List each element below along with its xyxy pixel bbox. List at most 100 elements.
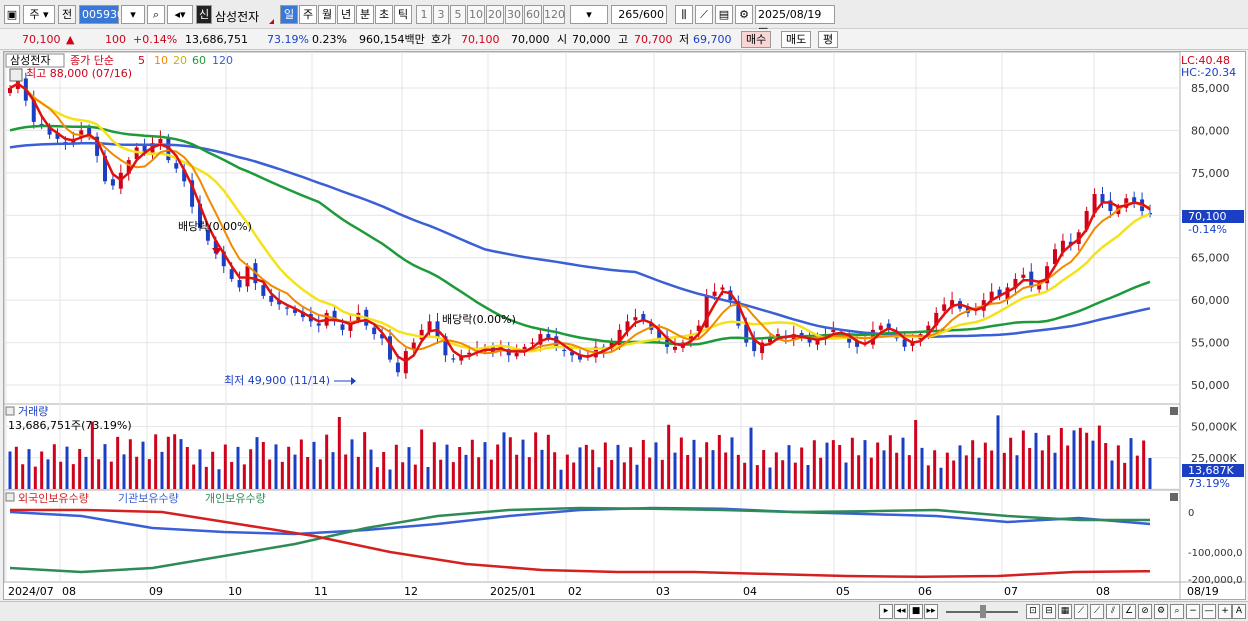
forward-icon[interactable]: ▸▸ [924,604,938,619]
volume-bar [255,437,259,489]
stock-code-input[interactable]: 005930 [79,5,124,24]
turnover-ratio: 0.23% [312,33,347,46]
fib-icon[interactable]: ⫽ [1106,604,1120,619]
period-tab-3[interactable]: 년 [337,5,355,24]
candle-body [221,251,226,267]
candle-body [1132,197,1137,203]
volume-bar [198,449,202,489]
minute-tab-2[interactable]: 5 [450,5,466,24]
holding-panel-icon[interactable] [5,492,15,502]
price-change-pct: +0.14% [133,33,178,46]
code-dropdown-icon[interactable]: ▾ [121,5,145,24]
sell-button[interactable]: 매도 [781,31,812,48]
candle-body [110,179,115,186]
date-input[interactable]: 2025/08/19 ▦ [755,5,835,38]
period-tab-6[interactable]: 틱 [394,5,412,24]
volume-bar [249,449,253,489]
volume-tag2: 73.19% [1188,477,1230,490]
settings-icon[interactable]: ⚙ [1154,604,1168,619]
save-icon[interactable]: ▤ [715,5,733,24]
cycle-icon[interactable]: ⊘ [1138,604,1152,619]
minute-tab-6[interactable]: 60 [524,5,542,24]
volume-bar [331,452,335,489]
volume-bar [534,432,538,489]
x-tick-label: 08 [1096,585,1110,598]
bottom-bar: ▸ ◂◂ ■ ▸▸ ⊡ ⊟ ▦ ⟋ ⟋ ⫽ ∠ ⊘ ⚙ ⌕ − — + A [0,601,1248,621]
font-size-icon[interactable]: A [1232,604,1246,619]
candle-body [95,136,100,156]
minute-tab-0[interactable]: 1 [416,5,432,24]
window-icon[interactable]: ▣ [4,5,20,24]
eval-button[interactable]: 평 [818,31,839,48]
candle-body [1045,266,1050,284]
period-tab-0[interactable]: 일 [280,5,298,24]
volume-bar [116,436,120,489]
volume-bar [857,455,861,489]
gear-icon[interactable]: ⚙ [735,5,753,24]
zoom-in-icon[interactable]: ⌕ [1170,604,1184,619]
legend: 삼성전자 종가 단순 5 10 20 60 120 최고 88,000 (07/… [5,53,1244,387]
price-tick-label: 65,000 [1191,252,1230,265]
candle-body [205,230,210,241]
minute-tab-5[interactable]: 30 [505,5,523,24]
volume-bar [698,457,702,489]
angle-icon[interactable]: ∠ [1122,604,1136,619]
plus-icon[interactable]: + [1218,604,1232,619]
line-tool-icon[interactable]: ⟋ [695,5,713,24]
scroll-right-icon[interactable]: ▸ [879,604,893,619]
minus-icon[interactable]: − [1186,604,1200,619]
candle-type-icon[interactable]: ⫼ [675,5,693,24]
period-unit-select[interactable]: 주 ▾ [23,5,55,24]
zoom-slider-handle[interactable] [980,605,986,618]
table-icon[interactable]: ▦ [1058,604,1072,619]
candle-body [158,138,163,144]
trade-amount: 960,154백만 [359,33,425,46]
volume-bar [1104,443,1108,489]
x-tick-label: 02 [568,585,582,598]
search-icon[interactable]: ⌕ [147,5,165,24]
x-tick-label: 04 [743,585,757,598]
buy-button[interactable]: 매수 [741,31,772,48]
minute-tab-7[interactable]: 120 [543,5,565,24]
minute-tab-3[interactable]: 10 [467,5,485,24]
candle-body [847,335,852,343]
line-icon[interactable]: — [1202,604,1216,619]
grid-toggle-icon[interactable] [9,68,23,82]
volume-bar [21,464,25,489]
candle-body [213,240,218,254]
candle-body [47,126,52,135]
sound-icon[interactable]: ◂▾ [167,5,193,24]
minute-custom-select[interactable]: ▾ [570,5,608,24]
volume-bar [616,444,620,489]
candle-body [103,155,107,182]
rewind-icon[interactable]: ◂◂ [894,604,908,619]
price-tick-label: 55,000 [1191,337,1230,350]
volume-bar [527,457,531,489]
layout-icon[interactable]: ⊡ [1026,604,1040,619]
volume-bar [1116,445,1120,489]
current-change-tag: -0.14% [1188,223,1227,236]
period-tab-5[interactable]: 초 [375,5,393,24]
minute-tab-1[interactable]: 3 [433,5,449,24]
stop-icon[interactable]: ■ [909,604,923,619]
volume-bar [445,444,449,489]
volume-close-icon[interactable] [1170,407,1178,415]
chart-svg[interactable]: 50,000K 25,000K 0 -100,000,0 -200,000,0 50,… [3,51,1245,599]
volume-bar [8,451,12,489]
minute-tab-4[interactable]: 20 [486,5,504,24]
chart-area[interactable]: 50,000K 25,000K 0 -100,000,0 -200,000,0 50,… [3,51,1246,600]
prev-button[interactable]: 전 [58,5,76,24]
draw-icon[interactable]: ⟋ [1074,604,1088,619]
period-tab-2[interactable]: 월 [318,5,336,24]
volume-bar [242,464,246,489]
period-tab-4[interactable]: 분 [356,5,374,24]
holding-close-icon[interactable] [1170,493,1178,501]
volume-bar [1129,438,1133,489]
compare-icon[interactable]: ⊟ [1042,604,1056,619]
x-ticks: 2024/07 08 09 10 11 12 2025/01 02 03 04 05 06 07 08 08… [8,585,1219,598]
volume-panel-icon[interactable] [5,406,15,416]
trend-icon[interactable]: ⟋ [1090,604,1104,619]
period-tab-1[interactable]: 주 [299,5,317,24]
volume-bar [502,432,506,489]
count-input[interactable]: 265/600 [611,5,667,24]
